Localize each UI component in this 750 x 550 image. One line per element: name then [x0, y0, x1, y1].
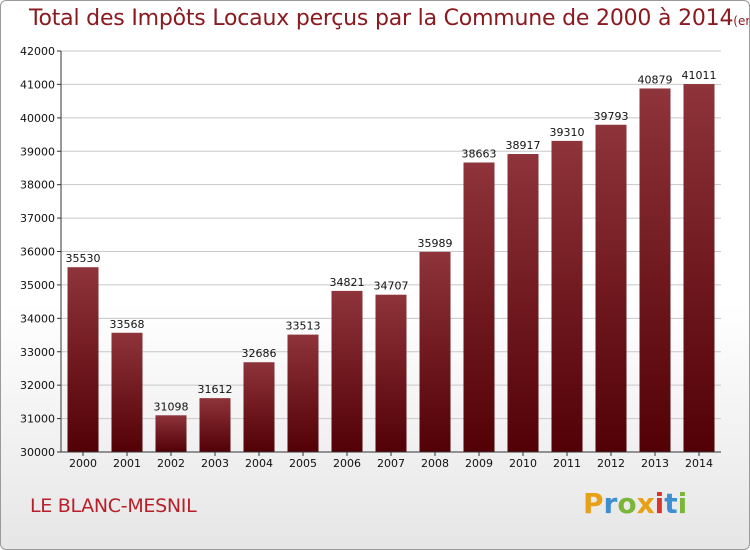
bar-2012 [595, 124, 627, 452]
x-axis-ticks: 2000 2001 2002 2003 2004 2005 2006 2007 2008 2009… [69, 452, 713, 470]
x-tick-label: 2004 [245, 457, 273, 470]
logo-letter: x [636, 487, 655, 520]
bar-2011 [551, 140, 583, 452]
value-label-2006: 34821 [330, 276, 365, 289]
chart-title-unit: (en milliers d'€) [733, 14, 749, 28]
value-label-2010: 38917 [506, 139, 541, 152]
value-label-2003: 31612 [198, 383, 233, 396]
bar-2004 [243, 362, 275, 452]
bar-2014 [683, 84, 715, 453]
y-axis-ticks: 30000 31000 32000 33000 34000 35000 36000 37000… [20, 45, 61, 459]
y-tick-label: 36000 [20, 246, 55, 259]
y-tick-label: 42000 [20, 45, 55, 58]
x-tick-label: 2013 [641, 457, 669, 470]
bar-2008 [419, 251, 451, 452]
bar-2006 [331, 290, 363, 452]
y-tick-label: 41000 [20, 78, 55, 91]
y-tick-label: 37000 [20, 212, 55, 225]
y-tick-label: 30000 [20, 446, 55, 459]
x-tick-label: 2005 [289, 457, 317, 470]
value-label-2009: 38663 [462, 148, 497, 161]
bar-2007 [375, 294, 407, 452]
x-tick-label: 2009 [465, 457, 493, 470]
x-tick-label: 2006 [333, 457, 361, 470]
logo-letter: i [654, 487, 665, 520]
commune-name: LE BLANC-MESNIL [30, 495, 197, 517]
x-tick-label: 2000 [69, 457, 97, 470]
x-tick-label: 2008 [421, 457, 449, 470]
x-tick-label: 2010 [509, 457, 537, 470]
value-label-2002: 31098 [154, 400, 189, 413]
value-label-2008: 35989 [418, 237, 453, 250]
bar-2010 [507, 154, 539, 452]
bar-2005 [287, 334, 319, 452]
y-tick-label: 40000 [20, 112, 55, 125]
value-label-2011: 39310 [550, 126, 585, 139]
logo-letter: o [617, 487, 637, 520]
x-tick-label: 2012 [597, 457, 625, 470]
value-label-2012: 39793 [594, 110, 629, 123]
value-label-2013: 40879 [638, 73, 673, 86]
value-labels: 35530 33568 31098 31612 32686 33513 34821 34707… [66, 69, 717, 413]
logo-letter: t [664, 487, 678, 520]
bar-2009 [463, 162, 495, 452]
x-tick-label: 2014 [685, 457, 713, 470]
bars [67, 84, 715, 453]
value-label-2014: 41011 [682, 69, 717, 82]
value-label-2007: 34707 [374, 280, 409, 293]
y-tick-label: 34000 [20, 312, 55, 325]
y-tick-label: 38000 [20, 179, 55, 192]
bar-2001 [111, 332, 143, 452]
x-tick-label: 2011 [553, 457, 581, 470]
value-label-2005: 33513 [286, 320, 321, 333]
y-tick-label: 32000 [20, 379, 55, 392]
logo-letter: i [677, 487, 688, 520]
value-label-2001: 33568 [110, 318, 145, 331]
logo-letter: P [583, 487, 604, 520]
bar-2000 [67, 267, 99, 452]
x-tick-label: 2007 [377, 457, 405, 470]
y-tick-label: 31000 [20, 413, 55, 426]
logo-letter: r [603, 487, 618, 520]
chart-title-text: Total des Impôts Locaux perçus par la Co… [29, 6, 734, 31]
value-label-2000: 35530 [66, 252, 101, 265]
chart-title: Total des Impôts Locaux perçus par la Co… [29, 6, 749, 31]
axes [60, 51, 721, 453]
y-tick-label: 33000 [20, 346, 55, 359]
x-tick-label: 2003 [201, 457, 229, 470]
bar-2013 [639, 88, 671, 452]
value-label-2004: 32686 [242, 347, 277, 360]
proxiti-logo: Proxiti [583, 487, 687, 520]
bar-2002 [155, 415, 187, 452]
y-tick-label: 35000 [20, 279, 55, 292]
bar-2003 [199, 398, 231, 452]
x-tick-label: 2001 [113, 457, 141, 470]
y-tick-label: 39000 [20, 145, 55, 158]
x-tick-label: 2002 [157, 457, 185, 470]
